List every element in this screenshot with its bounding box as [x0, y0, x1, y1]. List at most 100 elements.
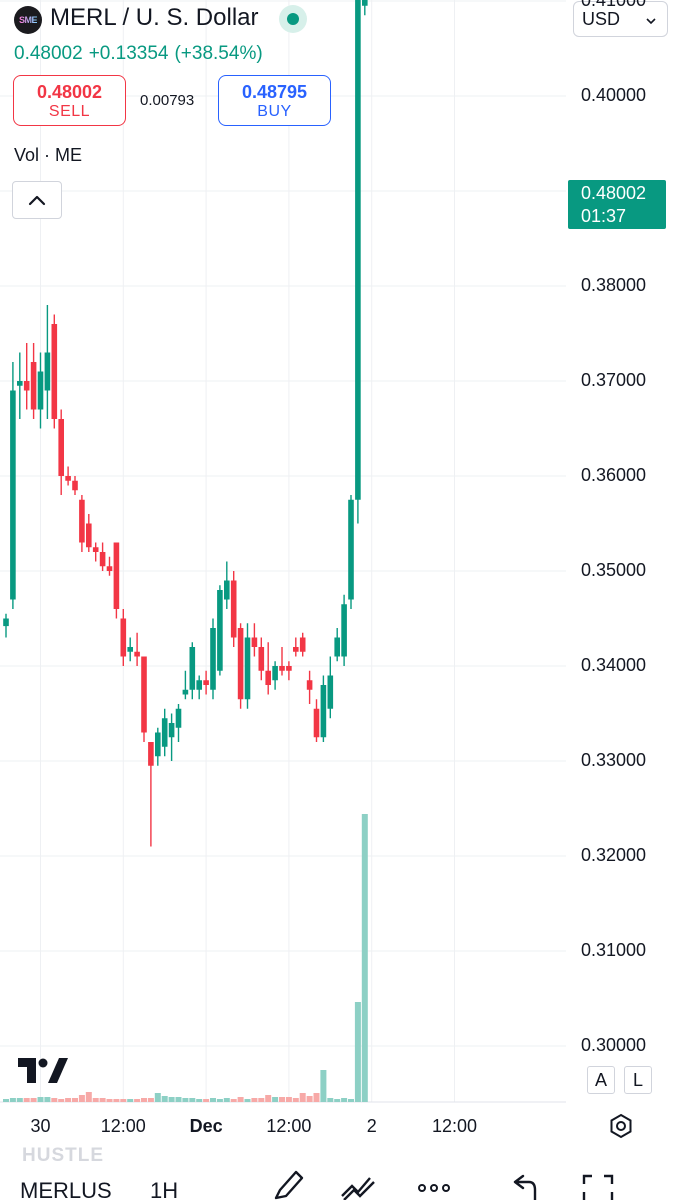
volume-bar	[168, 1097, 175, 1102]
volume-bar	[30, 1098, 37, 1102]
volume-bar	[85, 1092, 92, 1102]
volume-bar	[113, 1099, 120, 1102]
candle-body	[203, 680, 209, 685]
volume-bar	[120, 1099, 127, 1102]
spread-value: 0.00793	[140, 92, 195, 109]
candle-body	[175, 708, 182, 728]
tradingview-logo-icon	[18, 1058, 68, 1083]
symbol-title[interactable]: MERL / U. S. Dollar	[50, 4, 259, 31]
price-tick-label: 0.31000	[581, 940, 647, 960]
volume-bar	[44, 1097, 51, 1102]
volume-bar	[348, 1099, 354, 1102]
buy-button[interactable]: 0.48795 BUY	[218, 75, 331, 126]
collapse-legend-button[interactable]	[12, 181, 62, 219]
candle-body	[251, 637, 258, 647]
market-status-icon[interactable]	[279, 5, 307, 33]
candle-body	[134, 651, 140, 657]
last-price-value: 0.48002	[581, 183, 647, 203]
bar-countdown: 01:37	[581, 206, 627, 226]
candle-body	[299, 637, 306, 652]
candle-body	[286, 666, 292, 671]
price-tick-label: 0.41000	[581, 0, 647, 10]
price-change-percent: (+38.54%)	[174, 43, 263, 64]
volume-bar	[9, 1098, 16, 1102]
fullscreen-icon[interactable]	[578, 1168, 618, 1200]
candle-body	[293, 647, 299, 652]
candle-body	[65, 476, 71, 481]
volume-bar	[299, 1093, 306, 1102]
sell-price: 0.48002	[36, 81, 103, 102]
auto-scale-button[interactable]: A	[587, 1066, 615, 1094]
interval-button[interactable]: 1H	[150, 1178, 179, 1203]
undo-icon[interactable]	[505, 1168, 545, 1200]
volume-bar	[285, 1097, 292, 1102]
log-scale-button[interactable]: L	[624, 1066, 652, 1094]
candle-body	[355, 0, 361, 500]
currency-select[interactable]: USD	[573, 1, 668, 37]
price-tick-label: 0.32000	[581, 845, 647, 865]
price-tick-label: 0.36000	[581, 465, 647, 485]
candle-body	[30, 362, 37, 410]
price-change: +0.13354	[88, 43, 169, 64]
price-tick-label: 0.30000	[581, 1035, 647, 1055]
candle-body	[99, 552, 106, 567]
volume-bar	[327, 1098, 334, 1102]
candle-body	[168, 723, 175, 738]
candle-body	[161, 718, 168, 747]
pattern-icon[interactable]	[338, 1168, 378, 1200]
symbol-logo-icon: SME	[14, 6, 42, 34]
volume-bar	[99, 1098, 106, 1102]
volume-bar	[279, 1097, 285, 1102]
last-price-label: 0.48002 01:37	[568, 180, 666, 229]
candle-body	[348, 499, 354, 600]
candle-body	[17, 381, 23, 386]
candle-body	[196, 680, 202, 690]
price-tick-label: 0.38000	[581, 275, 647, 295]
volume-bar	[306, 1096, 313, 1102]
candle-body	[51, 324, 58, 419]
candle-body	[92, 547, 99, 552]
candle-body	[182, 689, 189, 695]
candle-body	[320, 685, 327, 738]
volume-bar	[244, 1099, 251, 1102]
volume-bar	[320, 1070, 327, 1102]
volume-indicator-label[interactable]: Vol · ME	[14, 145, 83, 165]
candle-body	[127, 647, 133, 652]
candle-body	[237, 628, 244, 700]
volume-bar	[37, 1097, 44, 1102]
chevron-up-icon	[28, 195, 46, 206]
volume-bar	[216, 1099, 223, 1102]
price-summary: 0.48002 +0.13354 (+38.54%)	[14, 43, 269, 65]
candle-body	[141, 656, 147, 733]
bottom-symbol-button[interactable]: MERLUS	[20, 1178, 112, 1203]
volume-bar	[58, 1099, 65, 1102]
candle-body	[334, 637, 340, 657]
time-tick-label: Dec	[189, 1116, 223, 1136]
candle-body	[189, 647, 196, 690]
candle-body	[272, 666, 278, 681]
volume-bar	[272, 1097, 279, 1102]
volume-bar	[292, 1098, 299, 1102]
volume-bar	[141, 1098, 147, 1102]
currency-value: USD	[582, 9, 621, 29]
candle-body	[106, 566, 113, 571]
settings-icon[interactable]	[607, 1112, 635, 1140]
candle-body	[210, 628, 216, 690]
more-icon[interactable]	[415, 1168, 455, 1200]
pencil-icon[interactable]	[268, 1168, 308, 1200]
sell-button[interactable]: 0.48002 SELL	[13, 75, 126, 126]
volume-bar	[223, 1098, 230, 1102]
candle-body	[72, 480, 78, 491]
volume-bar	[265, 1095, 272, 1102]
volume-bar	[182, 1098, 189, 1102]
candle-body	[155, 732, 161, 757]
candle-body	[362, 0, 368, 6]
volume-bar	[334, 1099, 341, 1102]
volume-bar	[230, 1099, 237, 1102]
candle-body	[265, 670, 271, 685]
candle-body	[3, 618, 9, 627]
time-tick-label: 2	[366, 1116, 377, 1136]
candle-body	[148, 742, 154, 766]
volume-bar	[175, 1097, 182, 1102]
